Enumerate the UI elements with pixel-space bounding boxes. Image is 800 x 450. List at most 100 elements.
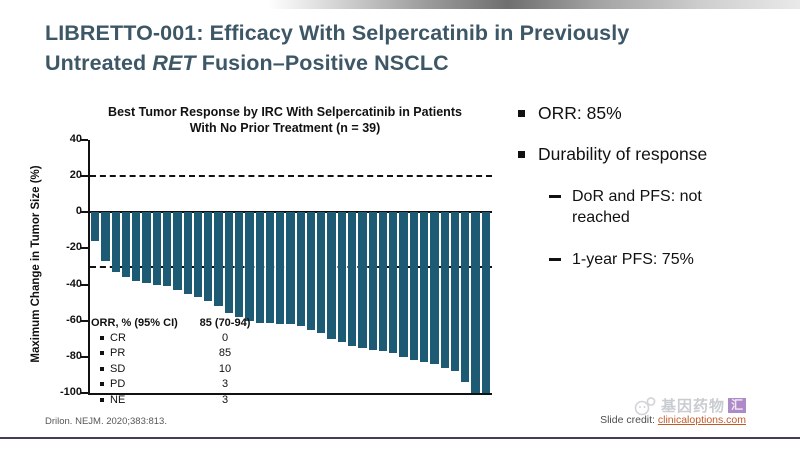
patient-bar (481, 212, 490, 393)
orr-row-value: 85 (70-94) (199, 316, 251, 329)
y-tick-label: -100 (59, 386, 82, 398)
orr-row-value: 0 (221, 332, 229, 345)
orr-row-label: ORR, % (95% CI) (90, 317, 196, 329)
orr-label-text: ORR, % (95% CI) (91, 316, 178, 329)
patient-bar (245, 212, 254, 321)
title-gene-italic: RET (152, 51, 196, 76)
title-line1: LIBRETTO-001: Efficacy With Selpercatini… (45, 21, 630, 45)
orr-row-label: NE (90, 394, 196, 406)
orr-table-row: PD 3 (90, 377, 254, 392)
patient-bar (450, 212, 460, 372)
orr-row-label: PD (90, 378, 196, 390)
orr-label-text: PR (110, 347, 126, 360)
patient-bar (337, 212, 347, 343)
patient-bar (183, 212, 192, 294)
bullet-text: ORR: 85% (538, 103, 622, 123)
orr-row-label: CR (90, 332, 196, 344)
reference-dashed-line (90, 175, 492, 178)
patient-bar (327, 212, 336, 339)
orr-row-label: PR (90, 347, 196, 359)
watermark-face-icon (634, 396, 656, 415)
y-tick-label: -60 (66, 313, 82, 326)
patient-bar (234, 212, 244, 318)
orr-table-row: SD 10 (90, 361, 254, 376)
patient-bar (420, 212, 429, 363)
title-line2-pre: Untreated (45, 51, 153, 76)
square-bullet-icon (100, 351, 104, 356)
credit-label: Slide credit: (600, 414, 658, 426)
patient-bar (142, 212, 151, 283)
patient-bar (389, 212, 398, 354)
clinicaloptions-link[interactable]: clinicaloptions.com (657, 414, 746, 426)
y-tick-mark (81, 139, 88, 141)
patient-bar (296, 212, 305, 327)
patient-bar (255, 212, 264, 323)
patient-bar (378, 212, 388, 352)
patient-bar (461, 212, 470, 383)
patient-bar (348, 212, 357, 346)
bars-container (91, 212, 490, 393)
patient-bar (162, 212, 172, 287)
orr-row-value: 3 (221, 393, 229, 406)
patient-bar (358, 212, 367, 348)
patient-bar (214, 212, 223, 307)
patient-bar (286, 212, 295, 325)
y-tick-mark (81, 392, 88, 394)
patient-bar (430, 212, 439, 365)
bullet-durability: Durability of response (518, 144, 707, 165)
square-bullet-icon (100, 397, 104, 402)
orr-table-row: PR 85 (90, 346, 254, 361)
patient-bar (224, 212, 233, 314)
y-tick-label: 20 (69, 169, 82, 182)
y-tick-label: -40 (66, 277, 82, 290)
y-tick-mark (81, 319, 88, 322)
y-tick-label: -80 (66, 349, 82, 362)
orr-table-row: NE 3 (90, 392, 254, 407)
y-axis-label: Maximum Change in Tumor Size (%) (30, 165, 42, 363)
patient-bar (91, 212, 100, 242)
subbullet-text: DoR and PFS: not reached (572, 188, 702, 226)
orr-response-table: ORR, % (95% CI) 85 (70-94) CR 0 PR 85 SD 10 PD 3 N… (90, 315, 254, 407)
patient-bar (276, 212, 285, 325)
bullet-text: Durability of response (538, 144, 708, 164)
patient-bar (132, 212, 141, 281)
dash-bullet-icon (549, 195, 561, 198)
watermark-text: 基因药物 (660, 398, 725, 415)
patient-bar (193, 212, 203, 298)
y-tick-mark (81, 211, 88, 214)
patient-bar (152, 212, 161, 285)
top-gradient-bar (268, 0, 800, 9)
orr-table-header: ORR, % (95% CI) 85 (70-94) (90, 315, 254, 330)
title-line2-post: Fusion–Positive NSCLC (195, 51, 449, 76)
patient-bar (265, 212, 275, 323)
patient-bar (317, 212, 326, 334)
slide-title: LIBRETTO-001: Efficacy With Selpercatini… (45, 18, 765, 78)
patient-bar (399, 212, 408, 357)
patient-bar (204, 212, 213, 301)
orr-label-text: SD (110, 362, 126, 375)
y-tick-mark (81, 175, 88, 178)
patient-bar (101, 212, 110, 262)
bottom-accent-line (0, 437, 800, 439)
bullet-orr: ORR: 85% (518, 103, 622, 124)
subbullet-dor-pfs: DoR and PFS: not reached (518, 187, 734, 229)
subbullet-1yr-pfs: 1-year PFS: 75% (518, 250, 734, 271)
chart-title: Best Tumor Response by IRC With Selperca… (108, 105, 462, 135)
patient-bar (368, 212, 377, 350)
patient-bar (440, 212, 449, 368)
patient-bar (471, 212, 480, 393)
orr-label-text: NE (110, 393, 126, 406)
subbullet-text: 1-year PFS: 75% (572, 251, 694, 268)
orr-row-value: 3 (221, 378, 229, 391)
square-bullet-icon (100, 366, 104, 371)
y-tick-label: 40 (69, 133, 82, 145)
y-tick-label: 0 (75, 205, 82, 218)
orr-table-row: CR 0 (90, 330, 254, 345)
orr-label-text: CR (110, 332, 126, 345)
y-tick-mark (81, 355, 88, 358)
patient-bar (306, 212, 316, 330)
patient-bar (121, 212, 131, 278)
orr-label-text: PD (110, 378, 126, 391)
watermark-badge: 汇 (727, 397, 746, 414)
